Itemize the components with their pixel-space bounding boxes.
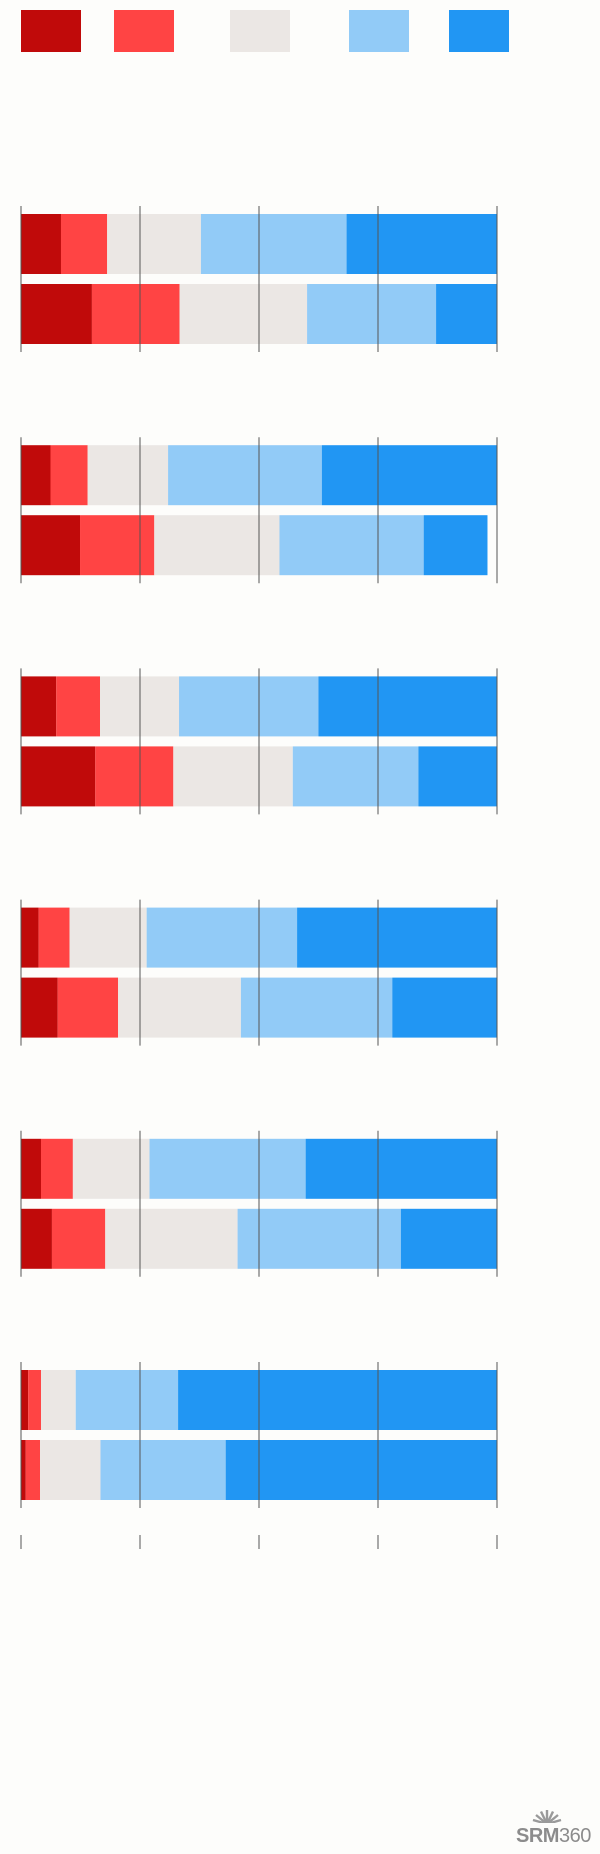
bar-segment-g2-b1-s4: [168, 445, 322, 506]
bar-segment-g1-b2-s1: [21, 284, 92, 344]
bar-segment-g3-b2-s3: [173, 746, 293, 807]
logo-wordmark: SRM360: [516, 1825, 591, 1848]
logo-text: SRM: [516, 1825, 559, 1847]
bar-segment-g2-b1-s5: [321, 445, 497, 506]
bar-segment-g6-b2-s5: [225, 1440, 497, 1500]
legend-swatch-2: [114, 10, 174, 52]
bar-segment-g6-b1-s4: [75, 1370, 179, 1430]
bar-segment-g3-b1-s2: [56, 676, 101, 737]
bar-segment-g3-b2-s1: [21, 746, 96, 807]
bar-segment-g6-b1-s2: [28, 1370, 41, 1430]
bar-segment-g3-b1-s1: [21, 676, 57, 737]
bar-segment-g6-b2-s3: [40, 1440, 101, 1500]
bar-segment-g2-b2-s5: [423, 515, 488, 576]
bar-segment-g4-b2-s4: [240, 977, 393, 1038]
bar-segment-g6-b2-s2: [25, 1440, 41, 1500]
bar-segment-g6-b2-s1: [21, 1440, 26, 1500]
bar-segment-g6-b1-s3: [40, 1370, 76, 1430]
bar-segment-g2-b2-s4: [279, 515, 424, 576]
bar-segment-g4-b1-s3: [69, 907, 147, 968]
bar-segment-g4-b1-s2: [38, 907, 70, 968]
bar-segment-g5-b1-s4: [149, 1138, 306, 1199]
bar-segment-g5-b2-s5: [400, 1208, 497, 1269]
bar-segment-g2-b2-s3: [154, 515, 280, 576]
bar-segment-g4-b2-s3: [118, 977, 241, 1038]
bar-segment-g5-b2-s3: [105, 1208, 238, 1269]
bar-segment-g1-b1-s1: [21, 214, 61, 274]
bar-segment-g4-b2-s2: [57, 977, 119, 1038]
bar-segment-g5-b2-s2: [51, 1208, 106, 1269]
bar-segment-g5-b1-s5: [305, 1138, 497, 1199]
bar-segment-g1-b1-s3: [107, 214, 201, 274]
bar-segment-g5-b1-s3: [72, 1138, 150, 1199]
bar-segment-g4-b1-s5: [297, 907, 497, 968]
bar-segment-g2-b1-s1: [21, 445, 51, 506]
bar-segment-g2-b1-s2: [50, 445, 88, 506]
bar-segment-g6-b1-s5: [178, 1370, 497, 1430]
bar-segment-g6-b2-s4: [100, 1440, 226, 1500]
bar-segment-g2-b2-s1: [21, 515, 81, 576]
legend-swatch-1: [21, 10, 81, 52]
bar-segment-g1-b2-s2: [91, 284, 180, 344]
bar-segment-g5-b2-s4: [237, 1208, 401, 1269]
srm360-logo: SRM360: [516, 1808, 596, 1848]
bar-segment-g3-b1-s4: [179, 676, 319, 737]
bar-segment-g1-b2-s5: [436, 284, 497, 344]
bar-segment-g3-b1-s5: [318, 676, 497, 737]
bar-segment-g5-b1-s2: [40, 1138, 73, 1199]
chart-legend: [0, 0, 600, 60]
bar-segment-g2-b1-s3: [87, 445, 169, 506]
bar-segment-g1-b1-s5: [346, 214, 497, 274]
bar-segment-g4-b2-s1: [21, 977, 58, 1038]
bar-segment-g1-b1-s2: [60, 214, 108, 274]
bar-segment-g1-b2-s4: [307, 284, 437, 344]
bar-segment-g2-b2-s2: [80, 515, 155, 576]
bar-segment-g4-b1-s1: [21, 907, 39, 968]
legend-swatch-3: [230, 10, 290, 52]
bar-segment-g1-b2-s3: [179, 284, 308, 344]
bar-segment-g5-b2-s1: [21, 1208, 52, 1269]
bar-segment-g4-b1-s4: [146, 907, 298, 968]
bar-segment-g3-b2-s4: [292, 746, 419, 807]
bar-segment-g4-b2-s5: [392, 977, 497, 1038]
logo-number: 360: [558, 1825, 591, 1847]
legend-swatch-4: [349, 10, 409, 52]
bar-segment-g3-b2-s5: [418, 746, 497, 807]
bar-segment-g3-b2-s2: [95, 746, 174, 807]
sunburst-icon: [530, 1810, 566, 1826]
legend-swatch-5: [449, 10, 509, 52]
bar-segment-g1-b1-s4: [200, 214, 347, 274]
bar-segment-g6-b1-s1: [21, 1370, 29, 1430]
bar-segment-g5-b1-s1: [21, 1138, 41, 1199]
